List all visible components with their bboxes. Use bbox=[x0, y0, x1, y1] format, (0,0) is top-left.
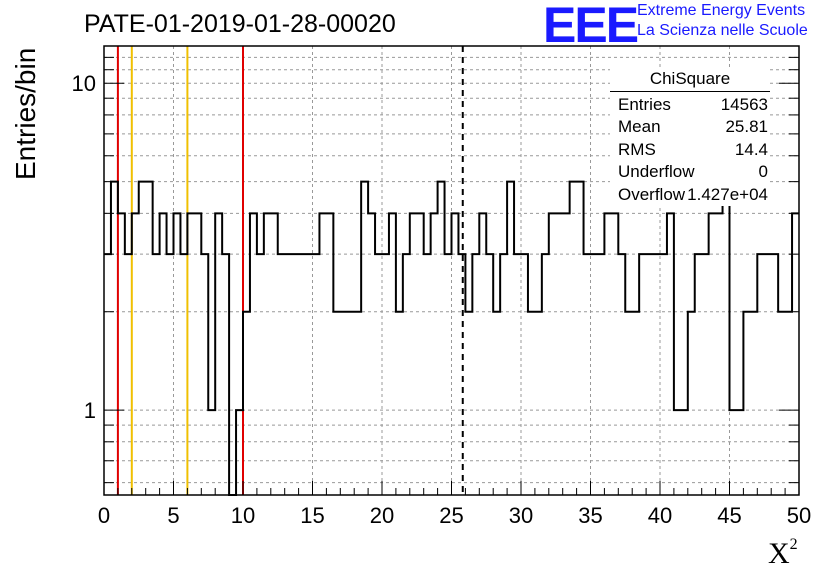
x-tick-label: 0 bbox=[98, 503, 110, 528]
x-tick-label: 5 bbox=[167, 503, 179, 528]
x-axis-label-sup: 2 bbox=[789, 536, 798, 553]
x-axis-label-text: X bbox=[768, 537, 790, 570]
x-tick-label: 25 bbox=[439, 503, 463, 528]
stats-row-mean: Mean 25.81 bbox=[610, 116, 770, 139]
logo-subtitle-1: Extreme Energy Events bbox=[637, 2, 806, 19]
histogram-series bbox=[104, 180, 799, 496]
stats-value: 14.4 bbox=[734, 139, 768, 159]
y-tick-label: 1 bbox=[84, 398, 96, 423]
stats-row-rms: RMS 14.4 bbox=[610, 139, 770, 162]
stats-value: 1.427e+04 bbox=[687, 184, 768, 204]
grid-lines bbox=[104, 46, 799, 495]
stats-label: RMS bbox=[618, 139, 656, 159]
stats-label: Entries bbox=[618, 94, 671, 114]
x-tick-label: 10 bbox=[231, 503, 255, 528]
stats-row-underflow: Underflow 0 bbox=[610, 161, 770, 184]
stats-title: ChiSquare bbox=[610, 68, 770, 92]
logo-subtitle-2: La Scienza nelle Scuole bbox=[637, 22, 808, 39]
stats-value: 14563 bbox=[720, 94, 768, 114]
y-tick-label: 10 bbox=[72, 71, 96, 96]
x-tick-label: 35 bbox=[578, 503, 602, 528]
axis-ticks bbox=[103, 56, 800, 495]
tick-labels: 0 5 10 15 20 25 30 35 40 45 50 1 10 bbox=[72, 71, 812, 528]
x-tick-label: 30 bbox=[509, 503, 533, 528]
y-axis-label: Entries/bin bbox=[10, 47, 41, 180]
x-axis-label: X2 bbox=[768, 536, 798, 571]
stats-label: Underflow bbox=[618, 162, 695, 181]
stats-label: Mean bbox=[618, 117, 661, 136]
stats-value: 25.81 bbox=[725, 117, 768, 136]
marker-lines bbox=[116, 46, 464, 495]
stats-row-overflow: Overflow 1.427e+04 bbox=[610, 184, 770, 207]
x-tick-label: 40 bbox=[648, 503, 672, 528]
stats-row-entries: Entries 14563 bbox=[610, 94, 770, 117]
x-tick-label: 20 bbox=[370, 503, 394, 528]
chart-title: PATE-01-2019-01-28-00020 bbox=[84, 10, 396, 38]
eee-logo: EEE bbox=[543, 0, 639, 53]
x-tick-label: 45 bbox=[717, 503, 741, 528]
stats-label: Overflow bbox=[618, 184, 686, 204]
stats-box: ChiSquare Entries 14563 Mean 25.81 RMS 14.4… bbox=[610, 68, 770, 206]
x-tick-label: 15 bbox=[300, 503, 324, 528]
stats-value: 0 bbox=[758, 162, 768, 181]
x-tick-label: 50 bbox=[787, 503, 811, 528]
